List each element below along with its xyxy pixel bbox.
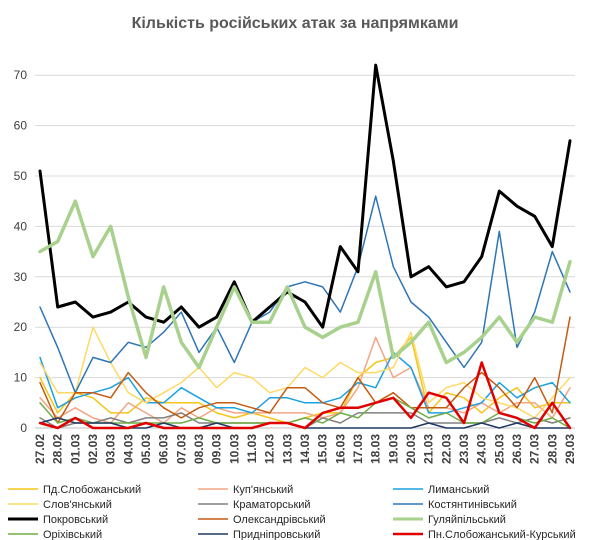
x-axis: 27.02 28.02 01.03 02.03 03.03 04.03 05.03 06.03… <box>33 434 577 464</box>
legend-label: Лиманський <box>428 484 489 496</box>
x-tick-label: 27.03 <box>528 434 542 464</box>
x-tick-label: 14.03 <box>298 434 312 464</box>
y-tick-label: 0 <box>20 421 27 435</box>
legend: Пд.Слобожанський Куп'янський Лиманський Сло… <box>8 484 576 540</box>
y-tick-label: 30 <box>14 270 28 284</box>
y-tick-label: 40 <box>14 219 28 233</box>
series-line <box>39 351 571 414</box>
x-tick-label: 02.03 <box>86 434 100 464</box>
y-tick-label: 70 <box>14 68 28 82</box>
x-tick-label: 25.03 <box>492 434 506 464</box>
x-tick-label: 01.03 <box>68 434 82 464</box>
x-tick-label: 08.03 <box>192 434 206 464</box>
x-tick-label: 07.03 <box>174 434 188 464</box>
legend-label: Пд.Слобожанський <box>43 484 141 496</box>
x-tick-label: 13.03 <box>280 434 294 464</box>
legend-label: Куп'янський <box>233 484 293 496</box>
series-lines <box>38 63 572 430</box>
x-tick-label: 24.03 <box>475 434 489 464</box>
legend-label: Оріхівський <box>43 529 102 540</box>
x-tick-label: 17.03 <box>351 434 365 464</box>
legend-label: Костянтинівський <box>428 499 517 511</box>
legend-label: Краматорський <box>233 499 311 511</box>
x-tick-label: 28.02 <box>51 434 65 464</box>
x-tick-label: 28.03 <box>545 434 559 464</box>
chart-title: Кількість російських атак за напрямками <box>132 15 459 32</box>
x-tick-label: 11.03 <box>245 434 259 464</box>
x-tick-label: 19.03 <box>386 434 400 464</box>
x-tick-label: 16.03 <box>333 434 347 464</box>
x-tick-label: 10.03 <box>227 434 241 464</box>
series-line <box>39 316 571 424</box>
y-axis: 0 10 20 30 40 50 60 70 <box>14 68 28 435</box>
series-line <box>38 361 572 430</box>
x-tick-label: 06.03 <box>157 434 171 464</box>
x-tick-label: 09.03 <box>210 434 224 464</box>
series-line <box>39 326 571 419</box>
y-tick-label: 10 <box>14 371 28 385</box>
x-tick-label: 03.03 <box>104 434 118 464</box>
x-tick-label: 18.03 <box>369 434 383 464</box>
x-tick-label: 20.03 <box>404 434 418 464</box>
y-tick-label: 20 <box>14 320 28 334</box>
legend-label: Пн.Слобожанський-Курський <box>428 529 576 540</box>
x-tick-label: 15.03 <box>316 434 330 464</box>
legend-label: Олександрівський <box>233 514 326 526</box>
x-tick-label: 04.03 <box>121 434 135 464</box>
x-tick-label: 21.03 <box>422 434 436 464</box>
legend-label: Покровський <box>43 514 108 526</box>
legend-label: Слов'янський <box>43 499 112 511</box>
y-tick-label: 50 <box>14 169 28 183</box>
legend-label: Придніпровський <box>233 529 320 540</box>
series-line <box>38 199 572 370</box>
x-tick-label: 26.03 <box>510 434 524 464</box>
x-tick-label: 29.03 <box>563 434 577 464</box>
x-tick-label: 12.03 <box>263 434 277 464</box>
series-line <box>39 195 571 394</box>
y-tick-label: 60 <box>14 119 28 133</box>
x-tick-label: 05.03 <box>139 434 153 464</box>
x-tick-label: 23.03 <box>457 434 471 464</box>
x-tick-label: 27.02 <box>33 434 47 464</box>
x-tick-label: 22.03 <box>439 434 453 464</box>
legend-label: Гуляйпільський <box>428 514 506 526</box>
